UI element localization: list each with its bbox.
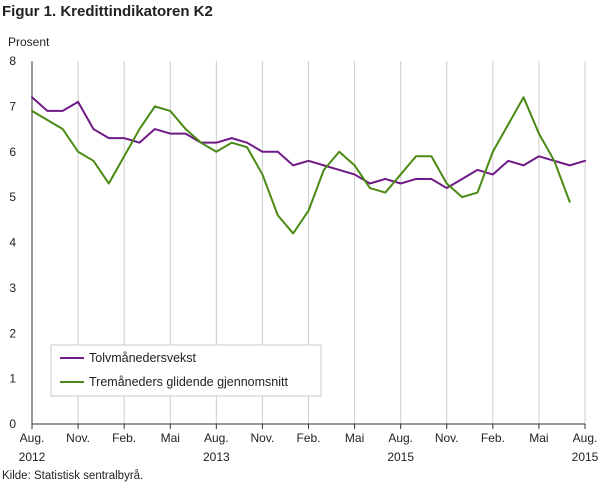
y-tick-label: 1 bbox=[9, 372, 16, 386]
x-tick-label: Mai bbox=[161, 431, 180, 445]
x-tick-year-label: 2013 bbox=[203, 450, 230, 464]
series-line-2 bbox=[31, 96, 571, 235]
x-tick-label: Nov. bbox=[66, 431, 90, 445]
x-tick-label: Aug. bbox=[20, 431, 45, 445]
x-tick-label: Aug. bbox=[388, 431, 413, 445]
y-tick-label: 4 bbox=[9, 236, 16, 250]
x-tick-label: Nov. bbox=[251, 431, 275, 445]
x-tick-label: Feb. bbox=[112, 431, 136, 445]
y-tick-label: 2 bbox=[9, 326, 16, 340]
x-tick-year-label: 2012 bbox=[19, 450, 46, 464]
x-tick-year-label: 2015 bbox=[387, 450, 414, 464]
legend-label-2: Tremåneders glidende gjennomsnitt bbox=[89, 375, 288, 389]
x-tick-label: Feb. bbox=[296, 431, 320, 445]
legend-box bbox=[50, 344, 322, 397]
y-tick-label: 3 bbox=[9, 281, 16, 295]
source-note: Kilde: Statistisk sentralbyrå. bbox=[2, 470, 144, 482]
chart-title: Figur 1. Kredittindikatoren K2 bbox=[2, 3, 213, 20]
y-tick-label: 5 bbox=[9, 190, 16, 204]
x-tick-year-label: 2015 bbox=[572, 450, 599, 464]
x-tick-label: Feb. bbox=[481, 431, 505, 445]
y-tick-label: 0 bbox=[9, 417, 16, 431]
x-tick-label: Mai bbox=[345, 431, 364, 445]
y-tick-label: 8 bbox=[9, 54, 16, 68]
legend-label-1: Tolvmånedersvekst bbox=[89, 351, 197, 365]
x-tick-label: Aug. bbox=[204, 431, 229, 445]
y-tick-label: 7 bbox=[9, 99, 16, 113]
x-tick-label: Aug. bbox=[573, 431, 598, 445]
series-line-1 bbox=[31, 96, 586, 190]
x-tick-label: Nov. bbox=[435, 431, 459, 445]
x-tick-label: Mai bbox=[529, 431, 548, 445]
y-axis-label: Prosent bbox=[8, 35, 50, 49]
y-tick-label: 6 bbox=[9, 145, 16, 159]
